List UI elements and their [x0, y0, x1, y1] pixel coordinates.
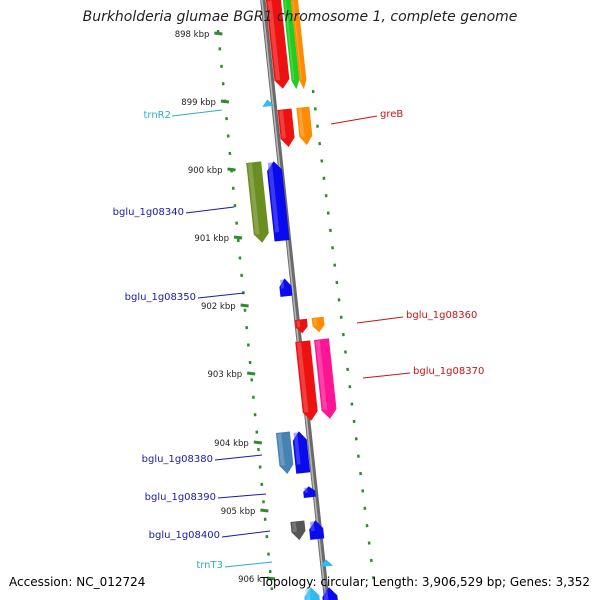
gene-blue-bottom: [322, 587, 340, 600]
gene-blue-08400: [309, 520, 325, 540]
ruler-tick-label: 900 kbp: [188, 166, 223, 176]
ruler-tick-label: 906 k: [238, 575, 262, 585]
gene-blue-08340: [267, 161, 290, 242]
ruler-tick-label: 898 kbp: [175, 30, 210, 40]
ruler-tick-label: 905 kbp: [221, 507, 256, 517]
leader-line: [185, 206, 235, 214]
ruler-major-tick: [260, 508, 269, 513]
feature-label-bglu_1g08350: bglu_1g08350: [125, 292, 196, 303]
gene-olive-08340-shine: [247, 163, 260, 235]
gene-greb-orange-shine: [297, 108, 305, 137]
feature-label-bglu_1g08370: bglu_1g08370: [413, 366, 484, 377]
ruler-tick-label: 904 kbp: [214, 439, 249, 449]
gene-greb-orange: [296, 106, 313, 146]
feature-label-bglu_1g08380: bglu_1g08380: [142, 454, 213, 465]
gene-cyan-bottom: [304, 587, 322, 600]
leader-line: [171, 109, 223, 117]
gene-blue-bottom-shine: [323, 588, 330, 600]
ruler-left-dots: [216, 29, 274, 591]
gene-greb-red: [277, 108, 295, 148]
ruler-tick-label: 901 kbp: [194, 234, 229, 244]
ruler-major-tick: [266, 576, 276, 581]
gene-pink-08370: [314, 338, 337, 419]
gene-orange-08360-shine: [313, 318, 318, 327]
gene-orange-top-shine: [292, 0, 303, 81]
feature-label-trnR2: trnR2: [143, 110, 171, 121]
rna-trnT3-body: [320, 559, 334, 567]
gene-blue-08390-shine: [304, 487, 308, 493]
gene-orange-08360: [311, 316, 325, 333]
gene-blue-08400-shine: [309, 521, 315, 532]
gene-red-08370: [295, 340, 318, 421]
leader-line: [356, 316, 404, 324]
gene-red-top-shine: [267, 0, 281, 81]
gene-greb-red-shine: [279, 110, 286, 139]
gene-steelblue-08380-shine: [277, 433, 285, 466]
gene-olive-08340: [246, 161, 269, 243]
gene-green-top-shine: [284, 0, 295, 81]
ruler-rails: [216, 29, 377, 591]
ruler-tick-label: 903 kbp: [208, 370, 243, 380]
accession-label: Accession: NC_012724: [9, 575, 146, 589]
gene-cyan-bottom-shine: [305, 588, 312, 600]
gene-red-top: [265, 0, 290, 89]
gene-red-08360: [294, 318, 308, 334]
feature-label-bglu_1g08360: bglu_1g08360: [406, 310, 477, 321]
chromosome-backbone: [260, 0, 330, 600]
gene-steelblue-08380: [275, 431, 294, 475]
ruler-major-tick: [253, 440, 263, 445]
map-title: Burkholderia glumae BGR1 chromosome 1, c…: [82, 9, 518, 25]
gene-blue-08380-shine: [293, 432, 301, 465]
gene-red-08370-shine: [296, 342, 309, 413]
backbone-line: [260, 0, 330, 600]
feature-label-bglu_1g08400: bglu_1g08400: [149, 530, 220, 541]
gene-green-top: [282, 0, 300, 90]
gene-blue-08350-shine: [280, 279, 285, 289]
ruler-major-tick: [246, 371, 256, 376]
ruler-major-tick: [220, 99, 230, 104]
leader-line: [362, 372, 411, 379]
leader-line: [221, 530, 271, 538]
ruler-ticks: 898 kbp 899 kbp 900 kbp 901 kbp 902 kbp 903 k…: [175, 30, 276, 585]
feature-label-greB: greB: [380, 109, 403, 120]
leader-line: [217, 493, 267, 499]
ruler-major-tick: [214, 31, 223, 36]
leader-line: [224, 561, 273, 568]
gene-blue-08340-shine: [267, 162, 280, 233]
feature-labels: trnR2 greB bglu_1g08340 bglu_1g08350 bglu_1g…: [113, 109, 485, 571]
ruler-major-tick: [240, 303, 249, 308]
gene-features: [246, 0, 340, 600]
rna-trnT3: [320, 559, 334, 567]
ruler-tick-label: 902 kbp: [201, 302, 236, 312]
leader-line: [214, 454, 263, 461]
feature-label-trnT3: trnT3: [196, 560, 223, 571]
feature-label-bglu_1g08390: bglu_1g08390: [145, 492, 216, 503]
ruler-major-tick: [227, 167, 236, 172]
genome-stats-label: Topology: circular; Length: 3,906,529 bp…: [260, 575, 590, 589]
rna-trnR2-body: [262, 99, 275, 107]
gene-blue-08390: [303, 486, 316, 498]
leader-line: [197, 292, 245, 299]
gene-orange-top: [290, 0, 307, 90]
gene-blue-08380: [292, 431, 311, 474]
gene-gray-08400: [290, 520, 306, 541]
gene-blue-08350: [279, 278, 293, 297]
feature-label-bglu_1g08340: bglu_1g08340: [113, 207, 184, 218]
rna-trnR2: [262, 99, 275, 107]
gene-pink-08370-shine: [315, 340, 328, 411]
ruler-major-tick: [233, 235, 243, 240]
backbone-highlight: [261, 0, 327, 600]
gene-gray-08400-shine: [292, 522, 297, 533]
ruler-tick-label: 899 kbp: [181, 98, 216, 108]
leader-line: [330, 115, 378, 125]
gene-red-08360-shine: [296, 320, 301, 328]
